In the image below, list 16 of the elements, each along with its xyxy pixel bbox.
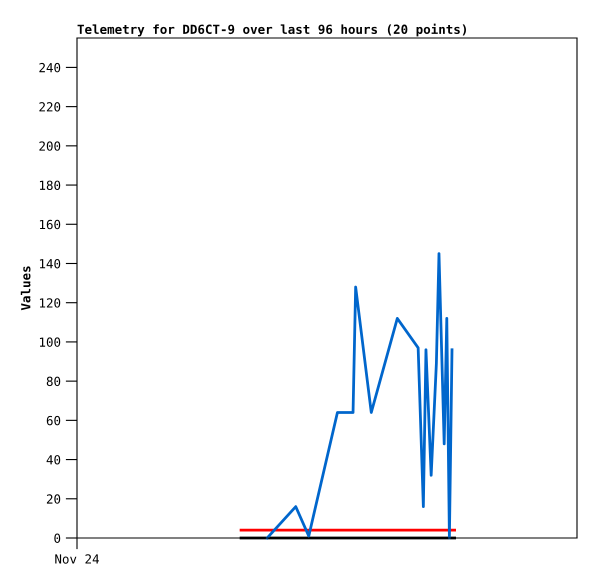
y-tick-label: 20 <box>46 494 60 504</box>
y-tick-label: 100 <box>40 337 60 347</box>
y-tick-label: 180 <box>40 180 60 190</box>
y-tick-label: 120 <box>40 298 60 308</box>
chart-title: Telemetry for DD6CT-9 over last 96 hours (20 points) <box>78 24 466 36</box>
y-axis-title: Values <box>20 266 30 310</box>
y-tick-label: 40 <box>46 455 60 465</box>
y-tick-label: 200 <box>39 141 60 151</box>
y-tick-label: 140 <box>40 258 60 268</box>
x-tick-label: Nov 24 <box>55 554 99 564</box>
y-tick-label: 240 <box>39 62 60 72</box>
y-tick-label: 0 <box>54 534 60 543</box>
y-tick-label: 220 <box>39 102 60 112</box>
y-tick-label: 160 <box>40 220 60 230</box>
y-tick-label: 80 <box>46 376 60 386</box>
y-tick-label: 60 <box>46 416 60 426</box>
